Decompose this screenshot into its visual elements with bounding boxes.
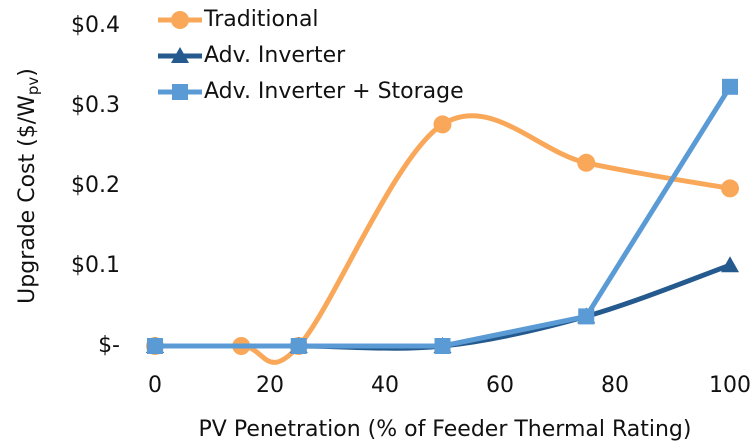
x-tick-label: 40: [371, 373, 399, 398]
y-tick-label: $0.2: [71, 173, 120, 198]
x-tick-label: 0: [148, 373, 162, 398]
y-axis-label-main: Upgrade Cost ($/W: [15, 95, 40, 304]
marker: [721, 179, 739, 198]
legend-label: Adv. Inverter + Storage: [204, 79, 464, 104]
y-tick-label: $0.4: [71, 13, 120, 38]
y-tick-label: $0.3: [71, 93, 120, 118]
y-tick-label: $0.1: [71, 253, 120, 278]
legend-marker: [171, 11, 189, 29]
marker: [290, 338, 307, 354]
y-axis-label-end: ): [15, 68, 40, 77]
legend-label: Adv. Inverter: [204, 43, 346, 68]
y-axis-label-sub: pv: [24, 77, 42, 96]
x-tick-label: 80: [601, 373, 629, 398]
marker: [577, 153, 596, 172]
marker: [722, 78, 738, 95]
marker: [578, 308, 595, 325]
x-tick-label: 60: [486, 373, 514, 398]
x-tick-label: 20: [256, 373, 284, 398]
legend-marker: [172, 84, 188, 100]
series-line: [155, 113, 731, 365]
marker: [433, 115, 452, 134]
marker: [721, 256, 739, 273]
y-axis-label: Upgrade Cost ($/Wpv): [15, 68, 42, 304]
x-axis-label: PV Penetration (% of Feeder Thermal Rati…: [199, 417, 692, 442]
legend-marker: [171, 47, 189, 63]
marker: [147, 338, 163, 354]
marker: [434, 338, 451, 354]
series-line: [155, 262, 731, 351]
y-tick-label: $-: [98, 333, 120, 358]
legend-label: Traditional: [203, 7, 319, 32]
x-tick-label: 100: [709, 373, 751, 398]
